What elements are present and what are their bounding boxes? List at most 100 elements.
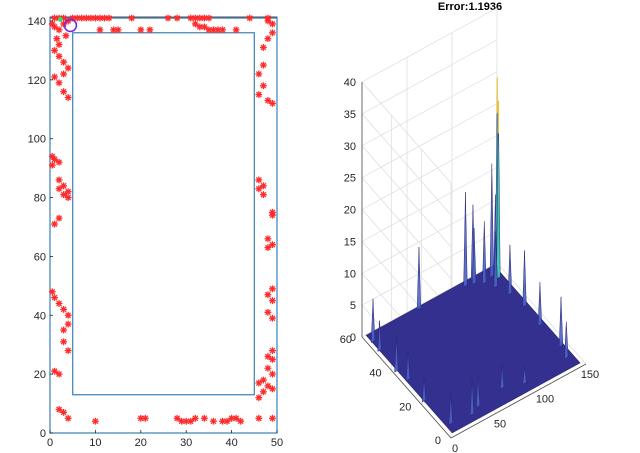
particle-marker xyxy=(51,294,58,302)
particle-marker xyxy=(60,58,68,66)
particle-marker xyxy=(55,52,63,60)
particle-marker xyxy=(92,14,99,22)
particle-marker xyxy=(141,414,149,422)
surface-peak xyxy=(394,334,399,373)
particle-marker xyxy=(48,288,56,296)
particle-marker xyxy=(264,35,272,43)
surface-peak xyxy=(448,393,453,426)
side-wall-gridline xyxy=(361,177,452,279)
particle-marker xyxy=(64,347,72,354)
particle-marker xyxy=(173,414,181,422)
particle-marker xyxy=(264,364,272,372)
y-tick-label: 120 xyxy=(28,75,46,87)
side-wall-gridline xyxy=(361,145,452,247)
particle-marker xyxy=(264,353,272,360)
particle-marker xyxy=(255,394,263,402)
particle-marker xyxy=(60,70,68,78)
particle-marker xyxy=(146,26,154,34)
particle-marker xyxy=(269,297,276,304)
particle-marker xyxy=(191,20,199,28)
particle-marker xyxy=(259,376,267,384)
error-surface-plot: Error:1.1936 0 5 10 15 20 25 30 35 40 0 20 40 60 0 5… xyxy=(340,1,599,453)
z-tick-label: 40 xyxy=(344,77,356,89)
y-tick-label: 40 xyxy=(34,310,46,322)
particle-marker xyxy=(200,414,208,422)
particle-marker xyxy=(55,79,63,87)
particle-marker xyxy=(264,382,272,390)
particle-marker xyxy=(64,194,72,201)
particle-marker xyxy=(191,414,199,422)
particle-marker xyxy=(114,26,122,34)
particle-marker xyxy=(64,311,72,319)
particle-marker xyxy=(60,88,68,96)
particle-marker xyxy=(269,20,276,28)
particle-marker xyxy=(255,185,263,193)
room-boundaries xyxy=(49,17,278,434)
surface-peak xyxy=(469,378,475,416)
side-wall-gridline xyxy=(361,209,452,311)
back-wall-gridline xyxy=(361,7,498,83)
particle-marker xyxy=(64,320,72,328)
particle-marker xyxy=(51,23,58,31)
z-axis-ticks: 0 5 10 15 20 25 30 35 40 xyxy=(344,77,356,344)
particle-marker xyxy=(55,300,63,307)
particle-marker xyxy=(264,308,272,316)
x-tick-label: 0 xyxy=(47,437,53,449)
particle-marker xyxy=(259,191,267,199)
surface-peak xyxy=(476,376,481,408)
particle-marker xyxy=(178,417,186,425)
particle-marker xyxy=(51,73,58,81)
y-axis-ticks-3d: 0 20 40 60 xyxy=(340,334,441,447)
particle-marker xyxy=(128,14,136,22)
y-tick-label: 80 xyxy=(34,193,46,205)
particle-marker xyxy=(187,417,195,425)
back-wall-gridline xyxy=(361,39,498,115)
particle-marker xyxy=(55,185,63,193)
particle-marker xyxy=(264,97,272,104)
particle-marker xyxy=(237,417,245,425)
x-axis-ticks-3d: 0 50 100 150 xyxy=(452,369,599,453)
particle-marker xyxy=(255,414,263,422)
y-axis-ticks: 0 20 40 60 80 100 120 140 xyxy=(28,16,53,440)
particle-marker xyxy=(55,214,63,222)
particle-marker xyxy=(255,379,263,387)
particle-marker xyxy=(269,370,276,378)
particle-marker xyxy=(269,414,276,422)
z-tick-label: 25 xyxy=(344,173,356,185)
surface-peak xyxy=(489,163,494,278)
particle-map-plot: 0 10 20 30 40 50 0 20 40 60 80 100 120 140 xyxy=(28,14,283,449)
particle-marker xyxy=(73,14,81,22)
x-axis-ticks: 0 10 20 30 40 50 xyxy=(47,430,283,449)
particle-marker xyxy=(269,356,276,363)
surface-peak xyxy=(405,349,411,382)
particle-map-axes xyxy=(49,16,278,434)
particle-marker xyxy=(60,182,68,190)
particles-layer xyxy=(48,14,276,425)
y-axis-line xyxy=(361,336,452,439)
surface-peak xyxy=(421,377,427,403)
z-tick-label: 0 xyxy=(350,332,356,344)
particle-marker xyxy=(62,32,70,40)
surface-peak xyxy=(463,192,468,288)
particle-marker xyxy=(269,100,276,107)
particle-marker xyxy=(246,14,254,22)
particle-marker xyxy=(205,14,213,22)
back-wall-gridline xyxy=(361,103,498,178)
x-tick-label-3d: 100 xyxy=(536,394,554,406)
particle-marker xyxy=(164,14,172,22)
particle-marker xyxy=(173,14,181,22)
particle-marker xyxy=(200,23,208,31)
surface-peak xyxy=(507,244,512,296)
particle-marker xyxy=(269,347,276,354)
particle-marker xyxy=(137,26,145,34)
particle-marker xyxy=(53,35,61,43)
particle-marker xyxy=(259,182,267,190)
particle-marker xyxy=(219,26,226,34)
back-wall-gridline xyxy=(361,135,498,210)
surface-peak xyxy=(493,231,498,289)
particle-marker xyxy=(55,370,63,378)
z-tick-label: 30 xyxy=(344,141,356,153)
side-wall-gridline xyxy=(361,113,452,216)
particle-marker xyxy=(259,82,267,90)
